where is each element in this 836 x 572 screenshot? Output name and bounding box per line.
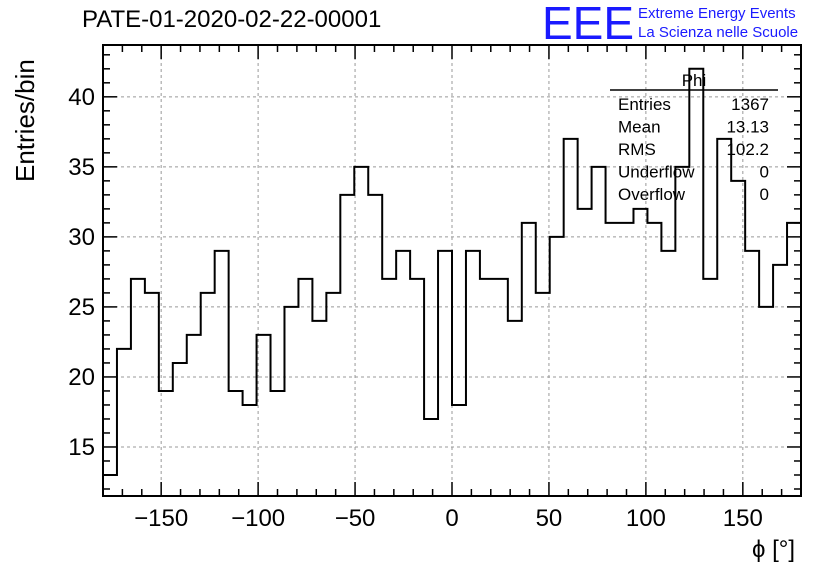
x-tick-label: −50	[335, 505, 376, 532]
stats-row-name: RMS	[618, 140, 656, 159]
histogram-series-line	[103, 67, 801, 476]
stats-row-name: Overflow	[618, 185, 686, 204]
stats-box-title: Phi	[682, 71, 707, 90]
y-tick-label: 25	[68, 294, 95, 321]
stats-row-value: 102.2	[726, 140, 769, 159]
stats-row-name: Mean	[618, 118, 661, 137]
y-tick-label: 20	[68, 364, 95, 391]
x-tick-label: −150	[134, 505, 188, 532]
axis-ticks	[102, 45, 802, 496]
y-tick-label: 35	[68, 154, 95, 181]
logo-caption-line2: La Scienza nelle Scuole	[638, 24, 799, 41]
x-tick-label: 100	[626, 505, 666, 532]
y-axis-label: Entries/bin	[10, 59, 40, 182]
eee-logo-mark: EEE	[542, 0, 635, 49]
logo-caption: Extreme Energy Events La Scienza nelle S…	[638, 4, 798, 42]
x-tick-label: 0	[445, 505, 458, 532]
y-tick-label: 15	[68, 434, 95, 461]
y-tick-labels: 15 20 25 30 35 40	[68, 84, 95, 461]
stats-row-value: 0	[760, 163, 769, 182]
x-tick-label: −100	[231, 505, 285, 532]
stats-row-value: 0	[760, 185, 769, 204]
y-tick-label: 30	[68, 224, 95, 251]
chart-title: PATE-01-2020-02-22-00001	[82, 6, 382, 33]
stats-box: Phi Entries 1367 Mean 13.13 RMS 102.2 Underflo…	[610, 71, 778, 204]
y-tick-label: 40	[68, 84, 95, 111]
x-tick-label: 50	[536, 505, 563, 532]
x-tick-labels: −150 −100 −50 0 50 100 150	[134, 505, 763, 532]
stats-row-name: Entries	[618, 95, 671, 114]
stats-row-value: 1367	[731, 95, 769, 114]
logo-caption-line1: Extreme Energy Events	[638, 5, 796, 22]
stats-row-value: 13.13	[726, 118, 769, 137]
stats-row-name: Underflow	[618, 163, 695, 182]
x-tick-label: 150	[723, 505, 763, 532]
x-axis-label: ϕ [°]	[752, 536, 796, 563]
